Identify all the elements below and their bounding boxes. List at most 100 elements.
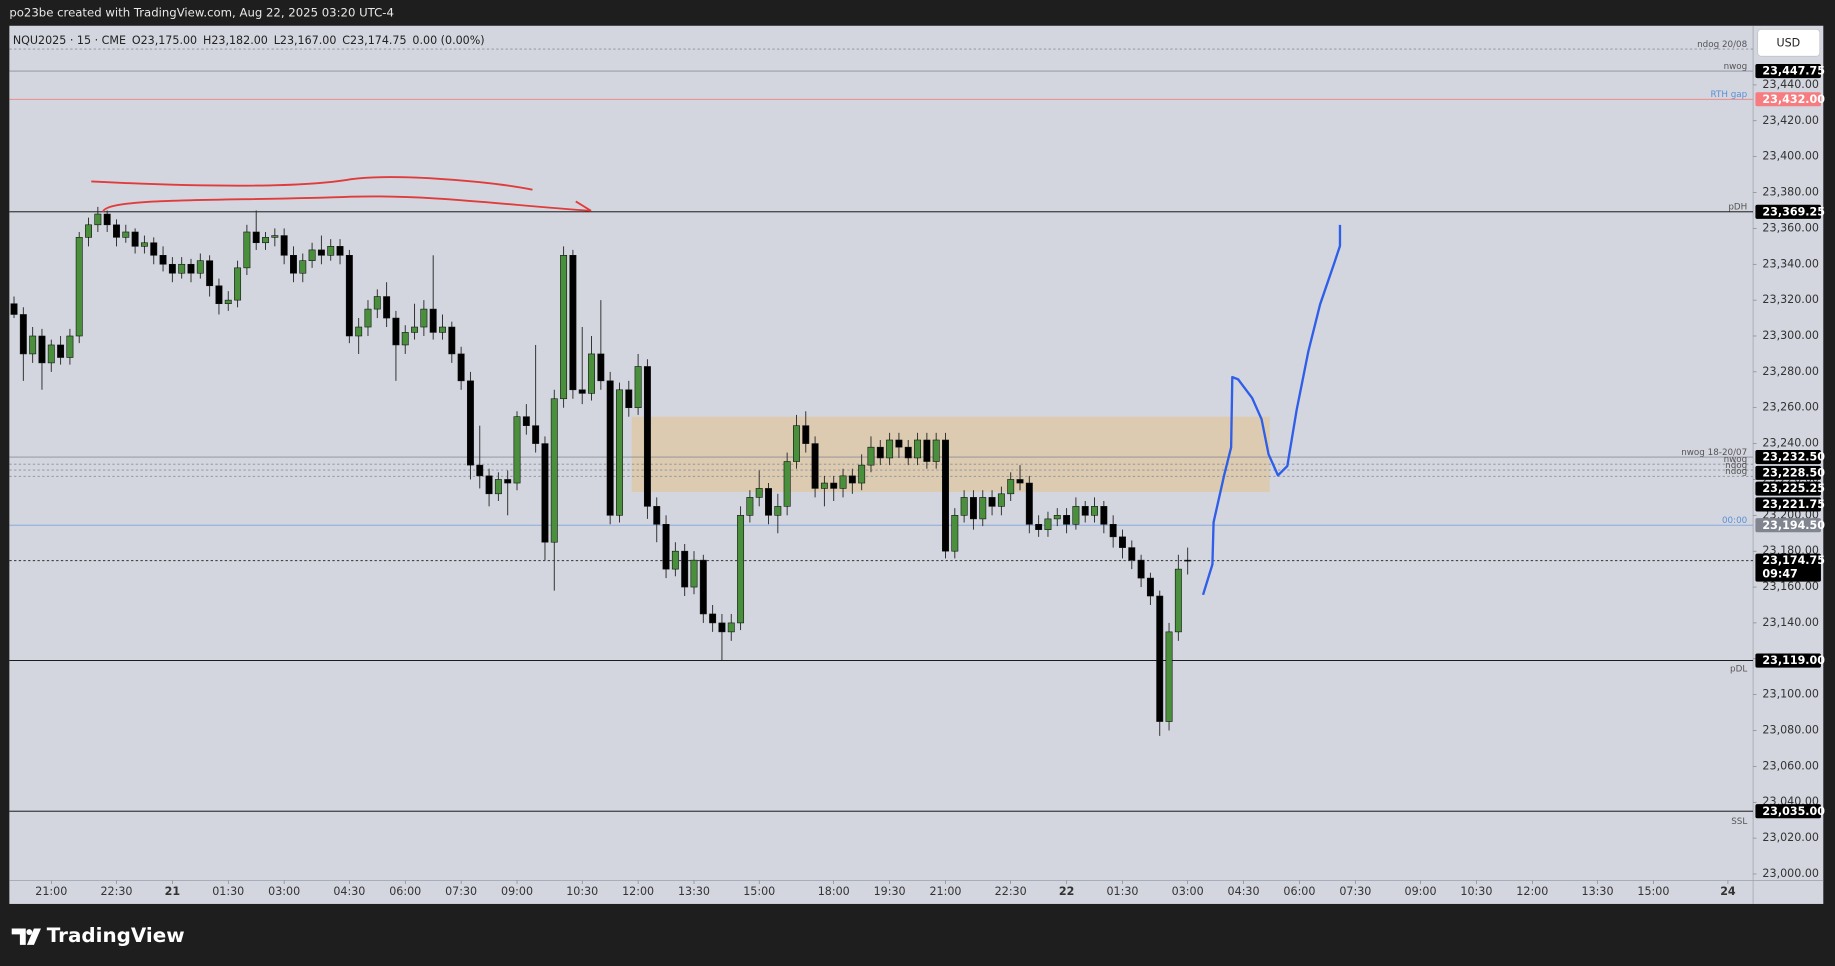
candle-body (290, 255, 297, 274)
candle-body (178, 263, 186, 274)
level-name: ndog (1725, 461, 1747, 471)
price-label: 23,447.75 (1762, 65, 1825, 78)
price-box (1755, 518, 1821, 533)
y-tick-label: 23,420.00 (1762, 114, 1819, 127)
legend-item: 0.00 (0.00%) (412, 34, 484, 47)
x-tick-label: 07:30 (1339, 885, 1371, 898)
candle-body (10, 303, 18, 315)
y-tick-label: 23,000.00 (1762, 867, 1819, 880)
price-box (1755, 204, 1821, 219)
candle-body (429, 308, 437, 333)
header: po23be created with TradingView.com, Aug… (9, 5, 394, 19)
x-tick-label: 06:00 (1283, 885, 1315, 898)
candle-body (411, 326, 419, 333)
x-tick-label: 10:30 (566, 885, 598, 898)
candle-body (895, 439, 903, 448)
candle-body (206, 260, 214, 287)
candle-body (671, 550, 679, 570)
candle-body (252, 231, 260, 244)
level-name: ndog 20/08 (1697, 40, 1747, 50)
candle-body (66, 335, 74, 358)
candle-body (886, 439, 894, 459)
x-tick-label: 21:00 (35, 885, 67, 898)
candle-body (643, 366, 651, 507)
candle-body (634, 366, 642, 409)
level-name: nwog (1724, 455, 1748, 465)
price-box (1755, 92, 1821, 107)
candle-body (1184, 559, 1192, 562)
zone (631, 416, 1270, 493)
candle-body (466, 380, 474, 466)
candle-body (317, 249, 325, 256)
price-box (1755, 553, 1821, 582)
candle-body (1091, 506, 1098, 516)
price-label: 23,225.25 (1762, 482, 1825, 495)
candle-body (271, 235, 279, 238)
x-tick-label: 13:30 (1582, 885, 1614, 898)
y-tick-label: 23,280.00 (1762, 365, 1819, 378)
candle-body (783, 461, 791, 507)
price-label: 23,194.50 (1762, 519, 1825, 532)
candle-body (122, 231, 130, 238)
candle-body (47, 344, 55, 364)
candle-body (569, 255, 577, 391)
overlay: 23,000.0023,020.0023,040.0023,060.0023,0… (35, 40, 1825, 898)
candle-body (168, 263, 176, 274)
candle-body (1044, 518, 1052, 530)
candle-body (215, 285, 223, 305)
candle-body (140, 242, 148, 247)
price-box (1755, 450, 1821, 465)
candle-body (532, 425, 540, 444)
candle-body (345, 255, 353, 337)
candle-body (57, 344, 65, 358)
candle-body (820, 482, 828, 489)
candle-body (19, 314, 27, 355)
candle-body (718, 622, 726, 633)
candle-body (504, 479, 512, 484)
candle-body (187, 263, 195, 274)
y-tick-label: 23,080.00 (1762, 724, 1819, 737)
candle-body (476, 464, 484, 477)
candle-body (1128, 547, 1136, 561)
candle-body (85, 224, 92, 238)
candle-body (457, 353, 465, 382)
x-tick-label: 09:00 (1405, 885, 1437, 898)
legend-item: NQU2025 · 15 · CME (13, 34, 126, 47)
currency-button[interactable] (1757, 28, 1821, 57)
plot (9, 48, 1754, 812)
candle-body (131, 231, 139, 247)
candle-body (858, 464, 866, 484)
currency[interactable]: USD (1776, 36, 1800, 49)
y-tick-label: 23,320.00 (1762, 293, 1819, 306)
price-label: 23,119.00 (1762, 654, 1825, 667)
candle-body (439, 326, 446, 333)
candle-body (38, 335, 46, 364)
legend-item: C23,174.75 (342, 34, 406, 47)
candle-body (364, 308, 372, 328)
level-name: pDL (1730, 664, 1747, 674)
x-tick-label: 03:00 (268, 885, 300, 898)
candle-body (588, 353, 595, 394)
candle-body (299, 260, 307, 274)
candle-body (625, 389, 633, 409)
candle-body (811, 443, 819, 489)
candle-body (755, 488, 763, 498)
y-tick-label: 23,360.00 (1762, 221, 1819, 234)
candle-body (1156, 595, 1164, 722)
candle-body (616, 389, 623, 516)
price-box (1755, 465, 1821, 480)
candle-body (914, 439, 922, 459)
x-tick-label: 03:00 (1172, 885, 1204, 898)
candle-body (746, 497, 754, 516)
candle-body (653, 506, 661, 525)
candle-body (280, 235, 288, 256)
candle-body (969, 497, 977, 520)
y-tick-label: 23,340.00 (1762, 257, 1819, 270)
y-tick-label: 23,380.00 (1762, 186, 1819, 199)
candle-body (1137, 559, 1145, 579)
candle-body (737, 515, 745, 624)
candle-body (699, 559, 707, 615)
candle-body (774, 506, 782, 516)
candle-body (75, 237, 83, 337)
y-tick-label: 23,160.00 (1762, 580, 1819, 593)
